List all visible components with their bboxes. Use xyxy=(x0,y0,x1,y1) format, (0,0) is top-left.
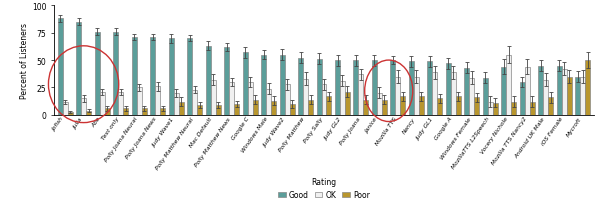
Bar xyxy=(303,79,308,115)
Bar xyxy=(395,77,400,115)
Bar xyxy=(68,112,73,115)
Y-axis label: Percent of Listeners: Percent of Listeners xyxy=(20,23,29,99)
Bar xyxy=(118,92,123,115)
Bar xyxy=(215,105,221,115)
Bar xyxy=(377,94,382,115)
Bar xyxy=(224,48,229,115)
Bar xyxy=(353,61,358,115)
Bar xyxy=(317,60,322,115)
Bar xyxy=(261,55,266,115)
Bar xyxy=(409,62,414,115)
Bar xyxy=(382,100,387,115)
Bar xyxy=(437,99,442,115)
Bar xyxy=(493,103,498,115)
Bar xyxy=(557,66,562,115)
Bar xyxy=(308,100,313,115)
Bar xyxy=(488,102,493,115)
Bar xyxy=(469,78,475,115)
Bar xyxy=(483,78,488,115)
Bar xyxy=(81,99,86,115)
Bar xyxy=(322,85,326,115)
Bar xyxy=(242,53,248,115)
Legend: Good, OK, Poor: Good, OK, Poor xyxy=(275,174,373,202)
Bar xyxy=(169,39,173,115)
Bar xyxy=(266,89,271,115)
Bar xyxy=(358,75,364,115)
Bar xyxy=(211,80,215,115)
Bar xyxy=(414,77,419,115)
Bar xyxy=(248,83,253,115)
Bar xyxy=(142,109,146,115)
Bar xyxy=(567,77,572,115)
Bar xyxy=(58,19,62,115)
Bar xyxy=(62,102,68,115)
Bar xyxy=(280,55,284,115)
Bar xyxy=(548,98,553,115)
Bar xyxy=(197,105,202,115)
Bar xyxy=(298,59,303,115)
Bar xyxy=(538,66,544,115)
Bar xyxy=(234,104,239,115)
Bar xyxy=(502,67,506,115)
Bar xyxy=(456,97,461,115)
Bar xyxy=(326,97,331,115)
Bar xyxy=(123,109,128,115)
Bar xyxy=(137,88,142,115)
Bar xyxy=(340,82,345,115)
Bar xyxy=(284,85,290,115)
Bar xyxy=(229,83,234,115)
Bar xyxy=(160,109,165,115)
Bar xyxy=(104,109,110,115)
Bar xyxy=(335,61,340,115)
Bar xyxy=(419,97,424,115)
Bar xyxy=(76,23,81,115)
Bar xyxy=(400,97,406,115)
Bar xyxy=(372,61,377,115)
Bar xyxy=(562,69,567,115)
Bar xyxy=(253,100,257,115)
Bar xyxy=(113,32,118,115)
Bar xyxy=(179,102,184,115)
Bar xyxy=(86,111,91,115)
Bar xyxy=(511,102,517,115)
Bar xyxy=(525,67,530,115)
Bar xyxy=(475,98,479,115)
Bar xyxy=(446,64,451,115)
Bar xyxy=(131,38,137,115)
Bar xyxy=(544,80,548,115)
Bar xyxy=(95,32,100,115)
Bar xyxy=(192,90,197,115)
Bar xyxy=(464,68,469,115)
Bar xyxy=(586,61,590,115)
Bar xyxy=(530,102,535,115)
Bar xyxy=(506,55,511,115)
Bar xyxy=(520,83,525,115)
Bar xyxy=(345,92,350,115)
Bar xyxy=(364,100,368,115)
Bar xyxy=(187,39,192,115)
Bar xyxy=(155,87,160,115)
Bar xyxy=(290,104,295,115)
Bar xyxy=(575,77,580,115)
Bar xyxy=(580,77,586,115)
Bar xyxy=(427,62,433,115)
Bar xyxy=(173,94,179,115)
Bar xyxy=(451,73,456,115)
Bar xyxy=(150,38,155,115)
Bar xyxy=(206,47,211,115)
Bar xyxy=(271,101,276,115)
Bar xyxy=(391,61,395,115)
Bar xyxy=(100,92,104,115)
Bar xyxy=(433,73,437,115)
